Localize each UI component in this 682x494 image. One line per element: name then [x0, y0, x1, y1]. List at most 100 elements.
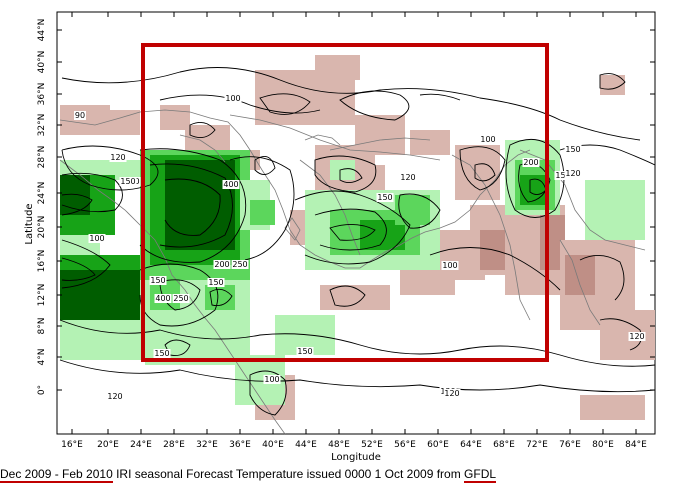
- contour-label: 150: [154, 349, 169, 358]
- contour-lines: [59, 67, 656, 416]
- contour-label: 250: [232, 260, 247, 269]
- caption-description: IRI seasonal Forecast Temperature issued…: [112, 467, 465, 481]
- contour-label: 100: [480, 135, 495, 144]
- contour-label-bg: [106, 392, 124, 401]
- contour-label: 250: [173, 294, 188, 303]
- contour-label-bg: [172, 294, 190, 303]
- above-normal-cell: [520, 175, 545, 205]
- below-normal-cell: [320, 285, 390, 310]
- x-tick-label: 76°E: [559, 440, 581, 450]
- contour-label-bg: [441, 261, 459, 270]
- contour-label-bg: [119, 177, 137, 186]
- below-normal-cell: [455, 145, 500, 200]
- x-tick-label: 36°E: [229, 440, 251, 450]
- y-tick-label: 16°N: [37, 250, 47, 273]
- below-normal-cell: [410, 130, 450, 155]
- contour-label-bg: [564, 145, 582, 154]
- below-normal-cell: [600, 75, 625, 95]
- x-tick-label: 44°E: [295, 440, 317, 450]
- contour-label-bg: [554, 171, 572, 180]
- contour-label-bg: [296, 347, 314, 356]
- below-normal-cell: [565, 255, 595, 295]
- x-tick-label: 60°E: [427, 440, 449, 450]
- contour-label: 120: [400, 173, 415, 182]
- contour-label: 100: [225, 94, 240, 103]
- y-tick-label: 4°N: [37, 349, 47, 366]
- above-normal-cell: [60, 270, 140, 325]
- y-tick-label: 36°N: [37, 83, 47, 106]
- contour-label: 150: [120, 177, 135, 186]
- tick-marks: [57, 12, 655, 434]
- contour-label: 400: [155, 294, 170, 303]
- contour-label: 100: [442, 261, 457, 270]
- y-tick-label: 20°N: [37, 216, 47, 239]
- above-normal-cell: [395, 195, 430, 225]
- above-normal-cell: [165, 160, 235, 250]
- y-tick-labels: 44°N 40°N 36°N 32°N 28°N 24°N 20°N 16°N …: [37, 19, 47, 395]
- below-normal-cell: [315, 55, 360, 80]
- contour-label: 120: [629, 332, 644, 341]
- contour-label-bg: [224, 94, 242, 103]
- contour-label-bg: [479, 135, 497, 144]
- above-normal-cell: [60, 320, 145, 360]
- contour-label: 400: [223, 180, 238, 189]
- y-tick-label: 12°N: [37, 284, 47, 307]
- y-tick-label: 8°N: [37, 318, 47, 335]
- contour-label-bg: [109, 153, 127, 162]
- contour-label: 100: [264, 375, 279, 384]
- x-tick-label: 72°E: [526, 440, 548, 450]
- contour-label: 200: [523, 158, 538, 167]
- contour-label: 90: [75, 111, 85, 120]
- contour-label-bg: [222, 180, 240, 189]
- y-tick-label: 0°: [37, 385, 47, 395]
- contour-label: 150: [555, 171, 570, 180]
- x-tick-label: 64°E: [460, 440, 482, 450]
- y-tick-label: 32°N: [37, 114, 47, 137]
- contour-label-bg: [153, 349, 171, 358]
- contour-label: 120: [110, 153, 125, 162]
- caption-season: Dec 2009 - Feb 2010: [0, 467, 113, 483]
- x-tick-label: 28°E: [163, 440, 185, 450]
- contour-label-bg: [231, 260, 249, 269]
- above-normal-cell: [250, 200, 275, 225]
- y-tick-label: 40°N: [37, 51, 47, 74]
- below-normal-cell: [110, 110, 140, 135]
- x-tick-label: 32°E: [196, 440, 218, 450]
- y-tick-label: 28°N: [37, 146, 47, 169]
- contour-label-bg: [154, 294, 172, 303]
- contour-label-group: 9010010012012012010015015015015012020015…: [74, 94, 646, 401]
- contour-label-bg: [564, 169, 582, 178]
- contour-label-bg: [522, 158, 540, 167]
- contour-label-bg: [74, 111, 86, 120]
- contour-label-bg: [88, 234, 106, 243]
- caption-model: GFDL: [464, 467, 497, 483]
- x-tick-label: 48°E: [328, 440, 350, 450]
- contour-label: 150: [297, 347, 312, 356]
- x-tick-label: 84°E: [625, 440, 647, 450]
- contour-label: 120: [565, 169, 580, 178]
- contour-label-bg: [263, 375, 281, 384]
- x-tick-label: 40°E: [262, 440, 284, 450]
- contour-label: 100: [89, 234, 104, 243]
- below-normal-cell: [600, 310, 655, 360]
- contour-label-bg: [399, 173, 417, 182]
- contour-label-bg: [443, 389, 461, 398]
- x-tick-label: 24°E: [130, 440, 152, 450]
- probability-shading: [60, 55, 655, 420]
- contour-label: 150: [565, 145, 580, 154]
- above-normal-cell: [205, 285, 235, 310]
- contour-label: 120: [444, 389, 459, 398]
- x-tick-label: 56°E: [394, 440, 416, 450]
- highlight-box: [141, 43, 549, 362]
- x-tick-label: 80°E: [592, 440, 614, 450]
- below-normal-cell: [580, 395, 645, 420]
- contour-label-bg: [149, 276, 167, 285]
- y-tick-label: 24°N: [37, 182, 47, 205]
- x-tick-label: 68°E: [493, 440, 515, 450]
- x-axis-title: Longitude: [331, 452, 381, 463]
- above-normal-cell: [585, 180, 645, 240]
- x-tick-label: 52°E: [361, 440, 383, 450]
- contour-label-bg: [213, 260, 231, 269]
- contour-label: 150: [150, 276, 165, 285]
- contour-label: 120: [107, 392, 122, 401]
